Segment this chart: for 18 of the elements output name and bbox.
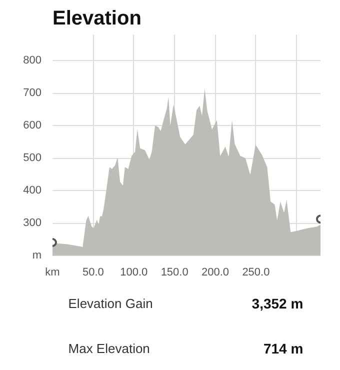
y-tick-label: 500 [23,152,42,164]
x-tick-label: 150.0 [160,266,188,278]
text: 714 m [263,340,304,356]
text: Elevation Gain [68,296,153,311]
y-tick-label: 300 [23,217,42,229]
x-tick-label: 250.0 [242,266,270,278]
text: 3,352 m [252,296,304,312]
y-tick-label: 400 [23,184,42,196]
text: Max Elevation [68,341,150,356]
x-tick-label: 100.0 [120,266,148,278]
chart-title: Elevation [52,8,142,30]
y-tick-label: 800 [23,54,42,66]
x-tick-label: km [45,266,60,278]
x-tick-label: 200.0 [202,266,230,278]
x-tick-label: 50.0 [82,266,104,278]
y-tick-label: 600 [23,120,42,132]
y-tick-label: m [32,250,42,262]
y-tick-label: 700 [23,87,42,99]
